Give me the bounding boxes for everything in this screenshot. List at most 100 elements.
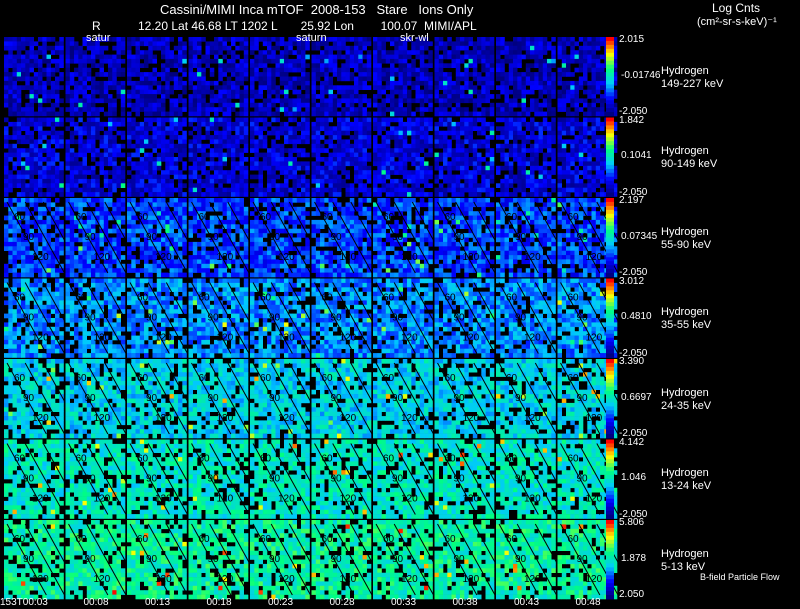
- heat-pixel: [201, 263, 206, 269]
- heat-pixel: [148, 198, 153, 203]
- heat-pixel: [394, 45, 399, 51]
- heat-pixel: [451, 107, 456, 112]
- heat-pixel: [182, 246, 187, 251]
- heat-pixel: [345, 126, 350, 131]
- heat-pixel: [328, 63, 333, 68]
- heat-pixel: [91, 111, 96, 117]
- heat-pixel: [161, 89, 166, 95]
- heat-pixel: [271, 37, 276, 42]
- heat-pixel: [222, 143, 227, 149]
- heat-pixel: [69, 237, 75, 243]
- heat-pixel: [366, 143, 372, 149]
- heat-pixel: [25, 268, 30, 273]
- heat-pixel: [485, 80, 490, 86]
- heat-pixel: [201, 157, 206, 162]
- heat-pixel: [517, 94, 522, 99]
- heat-pixel: [178, 241, 183, 247]
- heat-pixel: [525, 107, 531, 112]
- heat-pixel: [209, 121, 215, 127]
- heat-pixel: [428, 152, 433, 158]
- heat-pixel: [91, 178, 96, 184]
- heat-pixel: [284, 187, 289, 193]
- colorbar: [606, 37, 614, 117]
- heat-pixel: [42, 67, 47, 73]
- heat-pixel: [443, 165, 448, 171]
- heat-pixel: [4, 126, 9, 131]
- heat-pixel: [390, 192, 395, 197]
- heat-pixel: [116, 246, 121, 251]
- heat-pixel: [332, 94, 338, 99]
- heat-pixel: [328, 161, 333, 167]
- heat-pixel: [521, 170, 526, 175]
- heat-pixel: [161, 98, 166, 104]
- heat-pixel: [86, 250, 92, 256]
- heat-pixel: [46, 67, 51, 73]
- heat-pixel: [574, 54, 579, 60]
- heat-pixel: [254, 107, 259, 112]
- heat-pixel: [460, 174, 465, 180]
- heat-pixel: [358, 54, 363, 60]
- heat-pixel: [135, 45, 140, 51]
- heat-pixel: [201, 89, 206, 95]
- heat-pixel: [513, 76, 518, 82]
- heat-pixel: [508, 102, 514, 108]
- heat-pixel: [201, 192, 206, 197]
- heat-pixel: [271, 174, 276, 180]
- heat-pixel: [362, 85, 367, 90]
- heat-pixel: [419, 192, 425, 197]
- heat-pixel: [78, 219, 83, 225]
- heat-pixel: [419, 126, 425, 131]
- heat-pixel: [69, 178, 75, 184]
- heat-pixel: [595, 67, 601, 73]
- heat-pixel: [116, 178, 121, 184]
- heat-pixel: [538, 107, 543, 112]
- heat-pixel: [59, 135, 64, 140]
- heat-pixel: [504, 130, 509, 136]
- heat-pixel: [205, 85, 210, 90]
- heat-pixel: [116, 183, 121, 188]
- heat-pixel: [74, 45, 79, 51]
- image-panel: [4, 117, 64, 197]
- heat-pixel: [337, 192, 342, 197]
- heat-pixel: [46, 192, 51, 197]
- heat-pixel: [86, 126, 92, 131]
- heat-pixel: [131, 85, 136, 90]
- heat-pixel: [385, 107, 391, 112]
- heat-pixel: [513, 143, 518, 149]
- heat-pixel: [366, 135, 372, 140]
- heat-pixel: [447, 94, 452, 99]
- heat-pixel: [33, 41, 39, 47]
- heat-pixel: [74, 94, 79, 99]
- heat-pixel: [69, 198, 75, 203]
- heat-pixel: [165, 187, 170, 193]
- heat-pixel: [542, 161, 548, 167]
- heat-pixel: [86, 94, 92, 99]
- heat-pixel: [112, 202, 117, 208]
- heat-pixel: [21, 233, 26, 238]
- heat-pixel: [349, 89, 355, 95]
- heat-pixel: [127, 111, 132, 117]
- heat-pixel: [472, 85, 478, 90]
- heat-pixel: [103, 121, 109, 127]
- heat-pixel: [496, 63, 501, 68]
- heat-pixel: [362, 45, 367, 51]
- heat-pixel: [521, 148, 526, 153]
- heat-pixel: [477, 143, 482, 149]
- heat-pixel: [222, 94, 227, 99]
- heat-pixel: [254, 121, 259, 127]
- heat-pixel: [398, 85, 403, 90]
- heat-pixel: [485, 152, 490, 158]
- heat-pixel: [50, 135, 56, 140]
- heat-pixel: [472, 143, 478, 149]
- heat-pixel: [271, 170, 276, 175]
- heat-pixel: [25, 219, 30, 225]
- heat-pixel: [517, 126, 522, 131]
- heat-pixel: [182, 192, 187, 197]
- heat-pixel: [169, 37, 174, 42]
- heat-pixel: [424, 170, 429, 175]
- heat-pixel: [91, 107, 96, 112]
- heat-pixel: [116, 206, 121, 212]
- heat-pixel: [267, 98, 272, 104]
- heat-pixel: [468, 170, 473, 175]
- heat-pixel: [561, 117, 567, 123]
